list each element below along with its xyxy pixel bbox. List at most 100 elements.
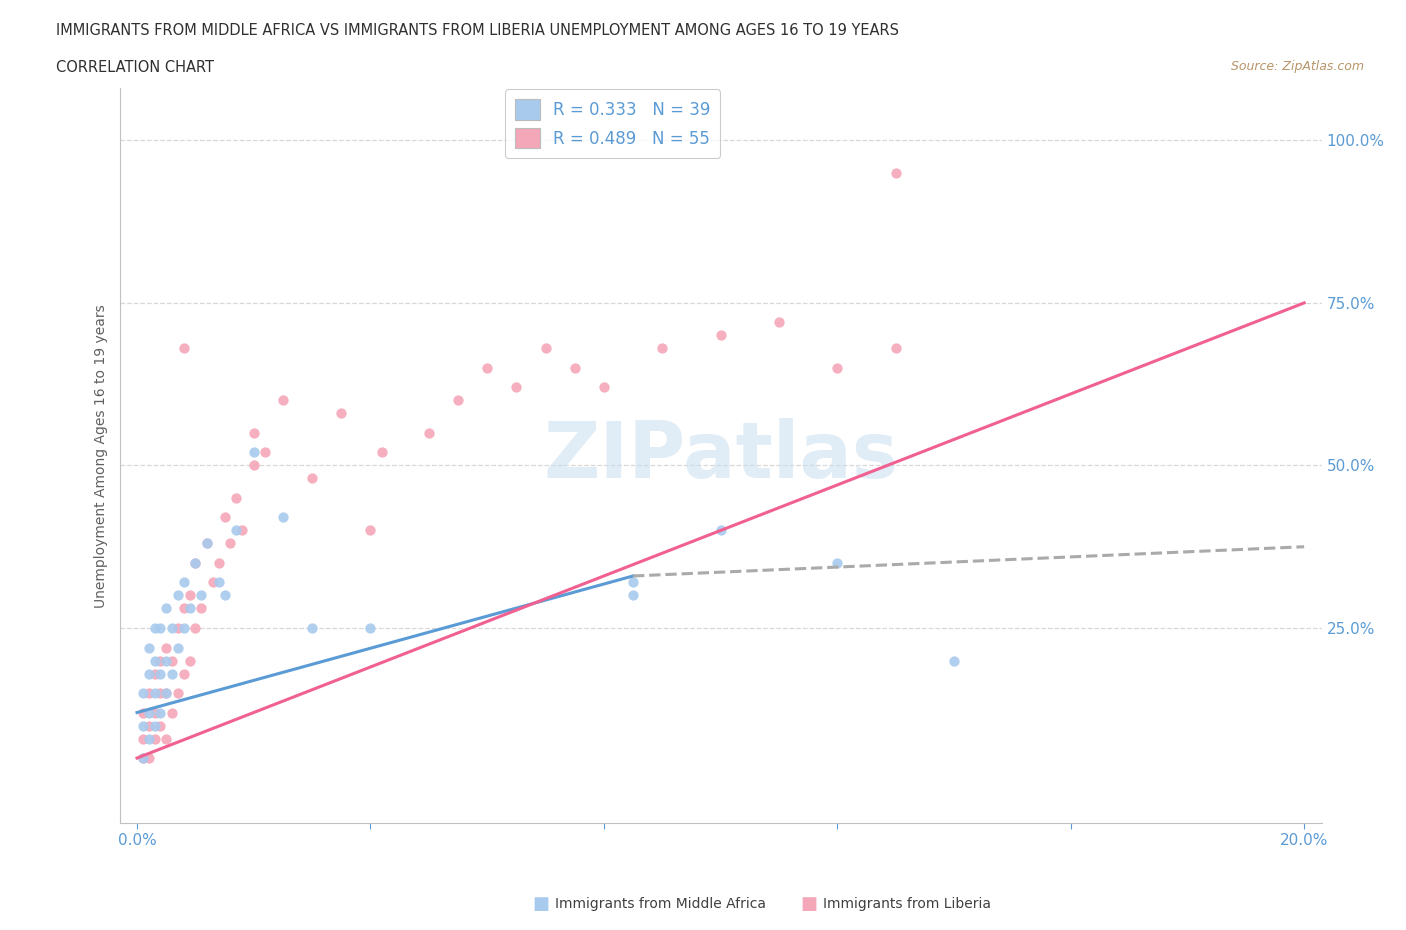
Text: Source: ZipAtlas.com: Source: ZipAtlas.com xyxy=(1230,60,1364,73)
Point xyxy=(225,523,247,538)
Point xyxy=(143,705,166,720)
Point xyxy=(149,666,172,681)
Text: Immigrants from Liberia: Immigrants from Liberia xyxy=(823,897,990,911)
Point xyxy=(149,705,172,720)
Point xyxy=(160,705,183,720)
Point xyxy=(359,620,381,635)
Text: Immigrants from Middle Africa: Immigrants from Middle Africa xyxy=(555,897,766,911)
Point xyxy=(564,361,586,376)
Text: CORRELATION CHART: CORRELATION CHART xyxy=(56,60,214,75)
Point xyxy=(155,640,177,655)
Point xyxy=(132,705,155,720)
Point xyxy=(155,601,177,616)
Point xyxy=(651,341,673,356)
Point xyxy=(167,685,190,700)
Point xyxy=(884,166,907,180)
Point xyxy=(167,640,190,655)
Point xyxy=(167,620,190,635)
Point xyxy=(827,555,849,570)
Point xyxy=(143,653,166,668)
Point xyxy=(195,536,218,551)
Point xyxy=(138,685,160,700)
Point xyxy=(330,406,353,421)
Point xyxy=(173,666,195,681)
Point xyxy=(621,588,644,603)
Point xyxy=(195,536,218,551)
Point xyxy=(132,731,155,746)
Point xyxy=(827,361,849,376)
Point xyxy=(155,653,177,668)
Point xyxy=(160,653,183,668)
Point xyxy=(143,731,166,746)
Point xyxy=(359,523,381,538)
Point xyxy=(592,380,614,395)
Point xyxy=(884,341,907,356)
Point xyxy=(301,471,323,485)
Point xyxy=(447,393,470,408)
Point xyxy=(132,751,155,765)
Point xyxy=(138,640,160,655)
Y-axis label: Unemployment Among Ages 16 to 19 years: Unemployment Among Ages 16 to 19 years xyxy=(94,304,108,607)
Point xyxy=(173,575,195,590)
Point xyxy=(254,445,277,460)
Point xyxy=(138,751,160,765)
Point xyxy=(132,751,155,765)
Point xyxy=(621,575,644,590)
Text: ■: ■ xyxy=(533,895,550,913)
Point xyxy=(201,575,224,590)
Point xyxy=(173,341,195,356)
Point xyxy=(184,555,207,570)
Point xyxy=(143,620,166,635)
Point xyxy=(505,380,527,395)
Point xyxy=(190,588,212,603)
Point xyxy=(155,731,177,746)
Text: ZIPatlas: ZIPatlas xyxy=(543,418,898,494)
Point xyxy=(271,510,294,525)
Point xyxy=(184,555,207,570)
Point xyxy=(179,653,201,668)
Point xyxy=(534,341,557,356)
Point xyxy=(418,426,440,441)
Point xyxy=(155,685,177,700)
Point xyxy=(768,315,790,330)
Point xyxy=(709,328,731,343)
Point xyxy=(190,601,212,616)
Point xyxy=(149,620,172,635)
Point xyxy=(214,510,236,525)
Point xyxy=(149,685,172,700)
Point xyxy=(219,536,242,551)
Legend: R = 0.333   N = 39, R = 0.489   N = 55: R = 0.333 N = 39, R = 0.489 N = 55 xyxy=(505,89,720,158)
Point xyxy=(138,705,160,720)
Point xyxy=(301,620,323,635)
Text: ■: ■ xyxy=(800,895,817,913)
Point xyxy=(173,601,195,616)
Point xyxy=(132,685,155,700)
Point xyxy=(143,718,166,733)
Point xyxy=(371,445,394,460)
Point xyxy=(225,490,247,505)
Point xyxy=(208,555,231,570)
Point xyxy=(184,620,207,635)
Point xyxy=(231,523,253,538)
Point xyxy=(179,601,201,616)
Point xyxy=(155,685,177,700)
Point xyxy=(160,666,183,681)
Point xyxy=(271,393,294,408)
Point xyxy=(242,445,264,460)
Point xyxy=(149,718,172,733)
Text: IMMIGRANTS FROM MIDDLE AFRICA VS IMMIGRANTS FROM LIBERIA UNEMPLOYMENT AMONG AGES: IMMIGRANTS FROM MIDDLE AFRICA VS IMMIGRA… xyxy=(56,23,900,38)
Point xyxy=(214,588,236,603)
Point xyxy=(143,666,166,681)
Point xyxy=(208,575,231,590)
Point xyxy=(242,458,264,472)
Point xyxy=(143,685,166,700)
Point xyxy=(475,361,498,376)
Point xyxy=(709,523,731,538)
Point xyxy=(138,666,160,681)
Point xyxy=(173,620,195,635)
Point xyxy=(160,620,183,635)
Point xyxy=(138,718,160,733)
Point xyxy=(132,718,155,733)
Point xyxy=(149,653,172,668)
Point xyxy=(179,588,201,603)
